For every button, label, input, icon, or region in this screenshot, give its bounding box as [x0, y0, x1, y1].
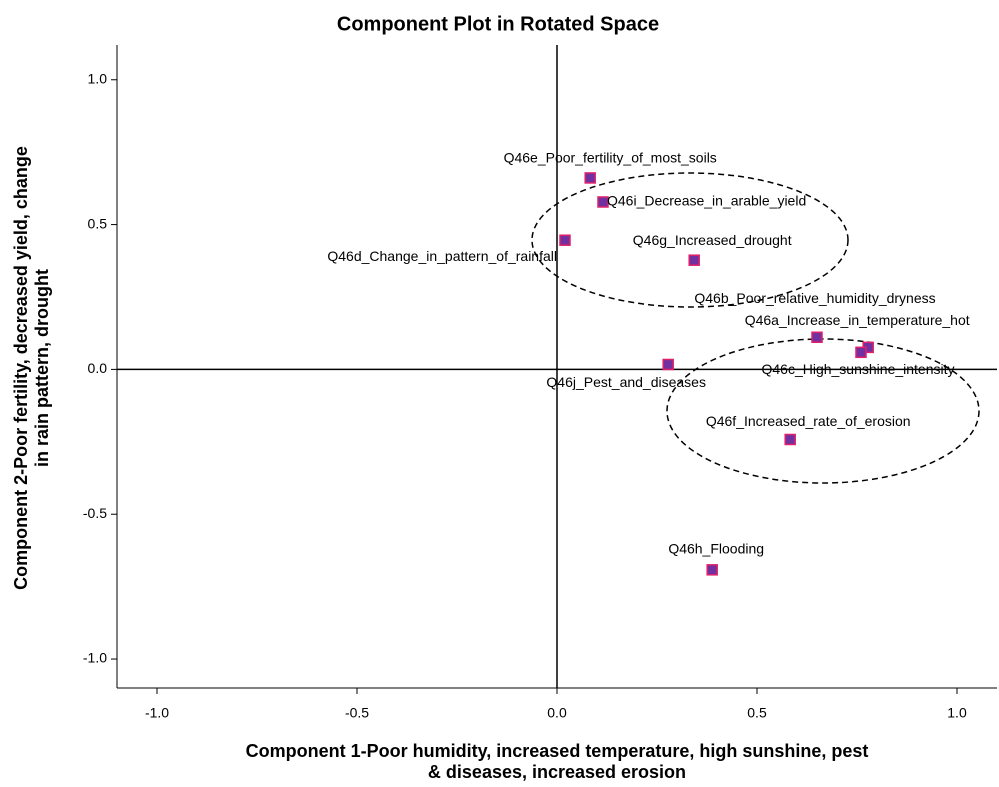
point [706, 564, 718, 576]
point [662, 358, 674, 371]
x-tick-label: 1.0 [947, 705, 967, 721]
point [855, 346, 867, 359]
point-label: Q46h_Flooding [668, 541, 764, 557]
x-tick-label: 0.0 [547, 705, 567, 721]
x-tick-label: -1.0 [145, 705, 169, 721]
cluster-ellipse [531, 172, 849, 308]
point [584, 172, 596, 184]
point [784, 433, 796, 446]
point [559, 234, 571, 246]
y-axis-title-line: Component 2-Poor fertility, decreased yi… [11, 146, 31, 590]
y-tick-label: 0.0 [88, 360, 108, 376]
y-tick-label: 1.0 [88, 70, 108, 86]
x-axis-title: & diseases, increased erosion [428, 762, 686, 782]
point-label: Q46j_Pest_and_diseases [546, 374, 706, 390]
point-label: Q46c_High_sunshine_intensity [761, 361, 954, 377]
y-tick-label: 0.5 [88, 215, 108, 231]
cluster-ellipse [666, 338, 980, 484]
point-label: Q46d_Change_in_pattern_of_rainfall [327, 248, 557, 264]
y-axis-title: Component 2-Poor fertility, decreased yi… [11, 146, 52, 590]
point [688, 254, 700, 266]
y-tick-label: -0.5 [83, 505, 107, 521]
x-tick-label: -0.5 [345, 705, 369, 721]
x-axis-title: Component 1-Poor humidity, increased tem… [246, 741, 869, 761]
chart-title: Component Plot in Rotated Space [337, 13, 659, 35]
point-label: Q46f_Increased_rate_of_erosion [706, 413, 911, 429]
point-label: Q46a_Increase_in_temperature_hot [745, 312, 970, 328]
y-tick-label: -1.0 [83, 650, 107, 666]
point-label: Q46i_Decrease_in_arable_yield [607, 193, 806, 209]
point [597, 196, 609, 208]
point [811, 331, 823, 343]
point-label: Q46b_Poor_relative_humidity_dryness [694, 290, 935, 306]
y-axis-title-line: in rain pattern, drought [32, 269, 52, 467]
point-label: Q46g_Increased_drought [633, 232, 792, 248]
point-label: Q46e_Poor_fertility_of_most_soils [504, 150, 717, 166]
x-tick-label: 0.5 [747, 705, 767, 721]
